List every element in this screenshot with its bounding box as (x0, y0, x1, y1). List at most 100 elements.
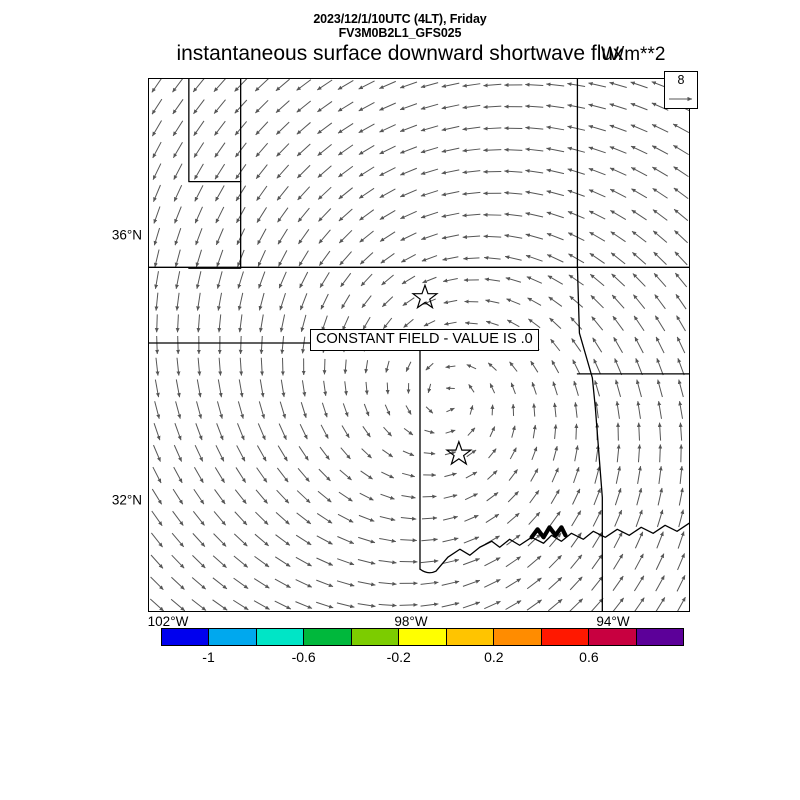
wind-vector (361, 295, 372, 309)
wind-vector (301, 336, 306, 354)
wind-vector (197, 357, 202, 376)
wind-vector (173, 163, 183, 180)
wind-vector (237, 423, 245, 441)
wind-vector (614, 379, 622, 398)
wind-vector (467, 427, 476, 436)
wind-vector (151, 120, 162, 137)
wind-vector (380, 253, 395, 264)
valid-time-line: 2023/12/1/10UTC (4LT), Friday (313, 12, 487, 26)
wind-vector (530, 468, 539, 482)
wind-vector (257, 423, 266, 441)
wind-vector (237, 401, 245, 419)
wind-vector (151, 79, 162, 93)
wind-vector (633, 575, 645, 592)
wind-vector (594, 380, 601, 397)
wind-vector (574, 445, 579, 462)
wind-vector (385, 382, 390, 395)
wind-vector (505, 556, 522, 568)
border-newmexico-panhandle (188, 79, 242, 269)
wind-vector (275, 79, 290, 92)
wind-vector (172, 488, 184, 505)
wind-vector (400, 516, 417, 521)
wind-vector (567, 125, 586, 131)
wind-vector (381, 296, 394, 308)
wind-vector (573, 380, 579, 396)
wind-vector (338, 165, 354, 178)
wind-vector (233, 533, 248, 547)
wind-vector (675, 294, 687, 310)
wind-vector (296, 164, 311, 179)
wind-vector (405, 361, 412, 372)
wind-vector (657, 400, 662, 419)
wind-vector (235, 467, 247, 483)
wind-vector (636, 487, 643, 506)
wind-vector (445, 364, 456, 369)
wind-vector (196, 401, 203, 419)
wind-vector (343, 359, 348, 374)
wind-vector (550, 338, 561, 352)
wind-vector (300, 402, 307, 419)
wind-vector (321, 315, 328, 332)
wind-vector (610, 209, 627, 220)
wind-vector (483, 126, 502, 131)
wind-vector (401, 254, 416, 263)
colorbar[interactable] (161, 628, 684, 646)
wind-vector (635, 509, 643, 527)
wind-vector (425, 362, 434, 371)
wind-vector (567, 168, 585, 175)
wind-vector (506, 512, 520, 524)
wind-vector (569, 295, 584, 308)
map-plot-area[interactable]: CONSTANT FIELD - VALUE IS .0 (148, 78, 690, 612)
wind-vector (194, 185, 204, 202)
wind-vector (673, 187, 689, 200)
wind-vector (462, 601, 481, 609)
wind-vector (259, 379, 265, 398)
wind-vector (462, 213, 481, 218)
wind-vector (317, 490, 332, 503)
wind-vector (193, 142, 205, 158)
wind-vector (384, 404, 391, 416)
wind-vector (632, 251, 647, 265)
wind-vector (421, 255, 438, 262)
wind-vector (234, 489, 247, 505)
wind-vector (153, 249, 160, 268)
colorbar-container[interactable]: -1 -0.6 -0.2 0.2 0.6 (161, 628, 684, 665)
wind-vector (546, 232, 564, 241)
wind-vector (360, 470, 373, 480)
wind-vector (175, 379, 181, 398)
wind-vector (338, 491, 353, 502)
wind-vector (485, 320, 499, 326)
wind-vector (527, 533, 541, 547)
wind-vector (421, 516, 438, 521)
wind-vector (339, 251, 352, 266)
wind-vector (341, 425, 350, 439)
wind-vector (532, 403, 537, 417)
wind-vector (509, 361, 518, 372)
wind-vector (359, 252, 374, 265)
wind-vector (175, 271, 181, 290)
wind-vector (192, 533, 206, 547)
wind-vector (316, 79, 333, 91)
wind-vector (358, 514, 375, 522)
wind-vector (551, 360, 560, 374)
wind-vector (149, 598, 164, 611)
wind-vector (677, 531, 685, 549)
wind-vector (277, 445, 288, 462)
wind-vector (441, 169, 460, 175)
wind-vector (609, 103, 627, 110)
wind-vector (614, 358, 623, 376)
wind-vector (548, 554, 562, 569)
wind-vector (358, 166, 375, 177)
wind-vector (630, 145, 648, 155)
wind-vector (588, 81, 607, 88)
wind-vector (547, 275, 564, 285)
wind-vector (570, 532, 582, 548)
wind-vector (677, 358, 685, 376)
model-id-line: FV3M0B2L1_GFS025 (338, 26, 462, 40)
wind-vector (151, 488, 163, 505)
wind-vector (154, 292, 159, 311)
wind-vector (295, 579, 313, 588)
wind-vector (550, 489, 560, 505)
wind-vector (488, 448, 497, 459)
wind-vector (237, 271, 244, 289)
